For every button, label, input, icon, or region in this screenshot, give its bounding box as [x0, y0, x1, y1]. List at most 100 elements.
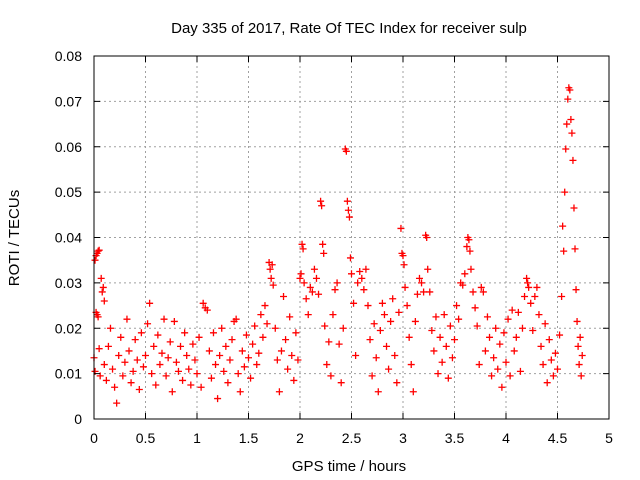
data-point: [387, 317, 395, 325]
data-point: [558, 292, 566, 300]
data-point: [551, 349, 559, 357]
data-point: [376, 327, 384, 335]
data-point: [577, 372, 585, 380]
data-point: [104, 342, 112, 350]
data-point: [494, 365, 502, 373]
data-point: [514, 308, 522, 316]
data-point: [150, 342, 158, 350]
data-point: [222, 342, 230, 350]
data-point: [348, 270, 355, 278]
data-point: [142, 351, 149, 359]
data-point: [537, 342, 545, 350]
data-point: [170, 317, 178, 325]
data-point: [226, 356, 234, 364]
y-tick-label: 0: [74, 411, 82, 427]
data-point: [535, 311, 543, 319]
data-point: [428, 327, 436, 335]
y-tick-label: 0.01: [55, 366, 82, 382]
axis-ticks: [93, 55, 610, 420]
data-point: [446, 322, 454, 330]
data-point: [570, 204, 578, 212]
data-point: [506, 372, 514, 380]
data-point: [523, 274, 531, 282]
data-point: [453, 302, 461, 310]
data-point: [571, 245, 579, 253]
data-point: [516, 367, 524, 375]
data-point: [292, 329, 300, 337]
data-point: [95, 246, 103, 254]
data-point: [298, 240, 306, 248]
data-point: [290, 376, 298, 384]
data-point: [432, 313, 440, 321]
data-point: [282, 336, 290, 344]
data-point: [251, 322, 259, 330]
y-tick-label: 0.06: [55, 139, 82, 155]
data-point: [266, 265, 274, 273]
y-tick-label: 0.08: [55, 48, 82, 64]
grid-lines: [94, 56, 609, 419]
data-point: [325, 338, 333, 346]
data-point: [245, 354, 252, 362]
data-point: [300, 279, 308, 287]
x-tick-label: 5: [605, 430, 613, 446]
data-point: [240, 363, 248, 371]
data-point: [191, 356, 199, 364]
data-point: [424, 265, 432, 273]
data-point: [125, 347, 133, 355]
data-point: [263, 320, 271, 328]
y-tick-label: 0.07: [55, 93, 82, 109]
data-point: [401, 283, 409, 291]
data-point: [434, 370, 442, 378]
data-point: [481, 347, 489, 355]
data-point: [168, 388, 176, 396]
data-point: [329, 311, 337, 319]
data-point: [400, 261, 408, 269]
x-tick-label: 2.5: [342, 430, 362, 446]
data-point: [333, 279, 341, 287]
data-point: [95, 345, 103, 353]
data-point: [275, 388, 283, 396]
data-point: [438, 358, 446, 366]
x-tick-label: 4: [502, 430, 510, 446]
data-point: [490, 354, 498, 362]
data-point: [483, 313, 491, 321]
data-point: [525, 283, 533, 291]
data-point: [319, 240, 327, 248]
data-point: [199, 299, 207, 307]
data-point: [99, 283, 107, 291]
data-point: [187, 381, 195, 389]
data-point: [543, 379, 551, 387]
data-point: [286, 313, 294, 321]
data-point: [380, 311, 388, 319]
data-point: [471, 304, 479, 312]
x-tick-label: 1.5: [239, 430, 259, 446]
chart-title: Day 335 of 2017, Rate Of TEC Index for r…: [171, 20, 527, 37]
data-point: [383, 342, 391, 350]
data-point: [121, 358, 129, 366]
data-point: [409, 388, 417, 396]
data-point: [541, 320, 549, 328]
x-axis-tick-labels: 0 0.5 1 1.5 2 2.5 3 3.5 4 4.5 5: [90, 430, 613, 446]
data-point: [195, 333, 203, 341]
data-point: [97, 274, 105, 282]
data-point: [527, 299, 535, 307]
data-point: [372, 354, 380, 362]
data-point: [473, 322, 481, 330]
data-point: [576, 333, 584, 341]
data-point: [575, 361, 583, 369]
data-point: [461, 270, 469, 278]
data-point: [296, 274, 304, 282]
data-point: [228, 336, 236, 344]
data-point: [164, 354, 172, 362]
data-point: [268, 261, 276, 269]
data-point: [181, 329, 189, 337]
data-point: [391, 351, 399, 359]
data-point: [418, 279, 426, 287]
data-point: [370, 320, 378, 328]
data-point: [127, 379, 135, 387]
y-axis-tick-labels: 0 0.01 0.02 0.03 0.04 0.05 0.06 0.07 0.08: [55, 48, 82, 427]
data-point: [574, 342, 582, 350]
data-point: [297, 270, 305, 278]
